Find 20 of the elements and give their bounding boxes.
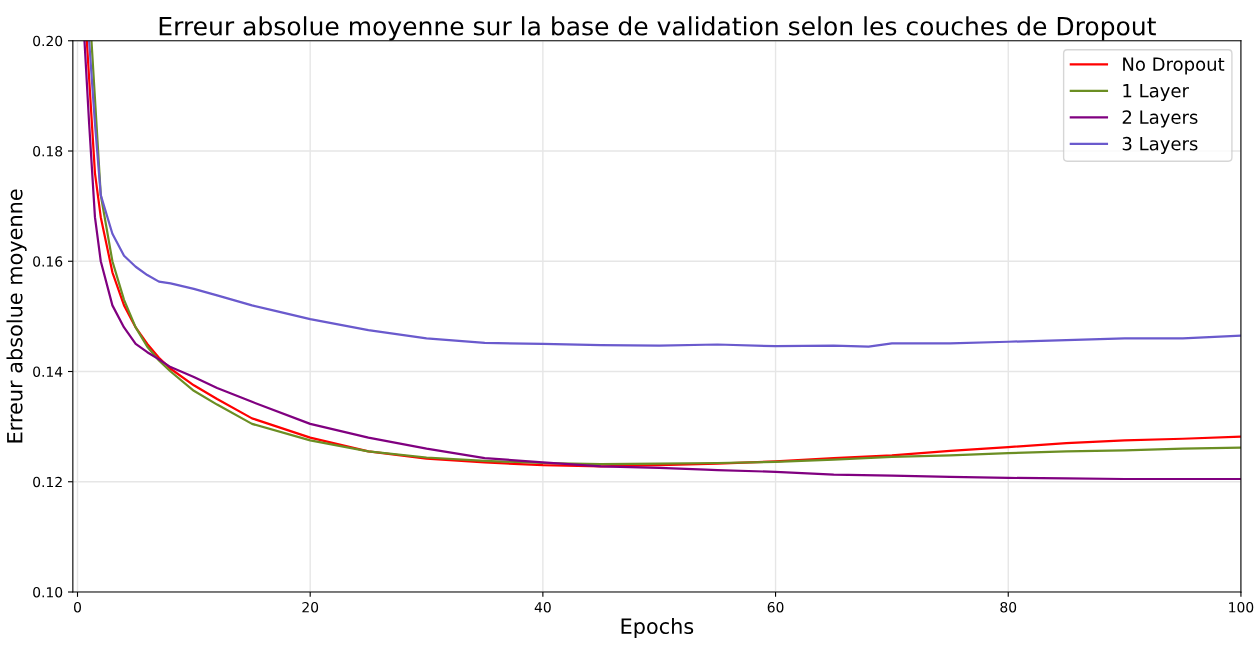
x-tick-label: 20 <box>302 601 319 613</box>
x-axis-title: Epochs <box>621 617 694 639</box>
y-tick-label: 0.18 <box>33 145 63 157</box>
y-tick-label: 0.10 <box>33 586 63 598</box>
x-tick-label: 80 <box>1000 601 1017 613</box>
y-tick-label: 0.12 <box>33 476 62 488</box>
legend-label: No Dropout <box>1123 57 1225 75</box>
legend-label: 2 Layers <box>1122 110 1198 128</box>
legend-label: 1 Layer <box>1123 84 1189 101</box>
x-tick-label: 0 <box>74 601 81 613</box>
x-tick-label: 60 <box>767 601 784 613</box>
y-tick-label: 0.14 <box>33 366 63 377</box>
line-series <box>88 40 1241 348</box>
y-tick-label: 0.20 <box>33 35 63 47</box>
legend-label: 3 Layers <box>1122 136 1198 154</box>
x-tick-label: 100 <box>1229 601 1254 613</box>
y-axis-title: Erreur absolue moyenne <box>6 189 27 443</box>
y-tick-label: 0.16 <box>33 256 63 267</box>
chart-title: Erreur absolue moyenne sur la base de validation selon les couches de Dropout <box>159 16 1156 41</box>
x-tick-label: 40 <box>534 601 551 613</box>
